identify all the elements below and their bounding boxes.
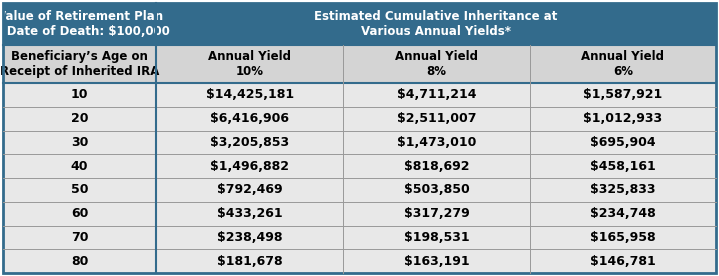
Text: $4,711,214: $4,711,214	[397, 88, 476, 101]
Bar	[156, 3, 716, 45]
Text: $458,161: $458,161	[590, 160, 656, 172]
Text: $234,748: $234,748	[590, 207, 656, 220]
Text: $165,958: $165,958	[590, 231, 656, 244]
Text: $198,531: $198,531	[403, 231, 470, 244]
Bar	[3, 225, 156, 249]
Text: $433,261: $433,261	[217, 207, 283, 220]
Bar	[343, 249, 530, 273]
Bar	[3, 45, 156, 83]
Bar	[3, 178, 156, 202]
Bar	[156, 107, 343, 131]
Text: $2,511,007: $2,511,007	[397, 112, 476, 125]
Bar	[156, 154, 343, 178]
Text: $1,587,921: $1,587,921	[583, 88, 663, 101]
Bar	[343, 154, 530, 178]
Text: $317,279: $317,279	[403, 207, 470, 220]
Bar	[530, 154, 716, 178]
Text: $3,205,853: $3,205,853	[210, 136, 289, 149]
Bar	[156, 83, 343, 107]
Text: $818,692: $818,692	[404, 160, 470, 172]
Bar	[530, 225, 716, 249]
Bar	[343, 225, 530, 249]
Bar	[3, 154, 156, 178]
Text: 60: 60	[71, 207, 88, 220]
Text: $325,833: $325,833	[590, 183, 656, 197]
Text: $181,678: $181,678	[217, 255, 283, 268]
Bar	[343, 202, 530, 225]
Bar	[156, 249, 343, 273]
Bar	[343, 107, 530, 131]
Bar	[3, 131, 156, 154]
Text: $1,496,882: $1,496,882	[210, 160, 289, 172]
Bar	[3, 107, 156, 131]
Text: 50: 50	[71, 183, 88, 197]
Text: $238,498: $238,498	[217, 231, 283, 244]
Text: 80: 80	[71, 255, 88, 268]
Text: 30: 30	[71, 136, 88, 149]
Text: $1,012,933: $1,012,933	[583, 112, 662, 125]
Bar	[3, 3, 156, 45]
Text: Annual Yield
6%: Annual Yield 6%	[582, 50, 664, 78]
Bar	[156, 225, 343, 249]
Bar	[156, 178, 343, 202]
Text: 40: 40	[71, 160, 88, 172]
Bar	[156, 131, 343, 154]
Text: $695,904: $695,904	[590, 136, 656, 149]
Bar	[530, 83, 716, 107]
Bar	[530, 202, 716, 225]
Bar	[343, 131, 530, 154]
Bar	[530, 178, 716, 202]
Bar	[156, 45, 343, 83]
Text: $146,781: $146,781	[590, 255, 656, 268]
Bar	[530, 45, 716, 83]
Bar	[343, 83, 530, 107]
Bar	[3, 83, 156, 107]
Bar	[3, 202, 156, 225]
Text: $503,850: $503,850	[403, 183, 470, 197]
Bar	[530, 131, 716, 154]
Text: Beneficiary’s Age on
Receipt of Inherited IRA: Beneficiary’s Age on Receipt of Inherite…	[0, 50, 160, 78]
Text: $6,416,906: $6,416,906	[210, 112, 289, 125]
Text: $14,425,181: $14,425,181	[206, 88, 294, 101]
Text: $792,469: $792,469	[217, 183, 283, 197]
Text: Estimated Cumulative Inheritance at
Various Annual Yields*: Estimated Cumulative Inheritance at Vari…	[314, 10, 558, 38]
Bar	[156, 202, 343, 225]
Text: $1,473,010: $1,473,010	[397, 136, 476, 149]
Text: 20: 20	[71, 112, 88, 125]
Text: $163,191: $163,191	[403, 255, 470, 268]
Text: 70: 70	[71, 231, 88, 244]
Bar	[3, 249, 156, 273]
Text: Annual Yield
10%: Annual Yield 10%	[209, 50, 291, 78]
Bar	[343, 178, 530, 202]
Bar	[530, 249, 716, 273]
Bar	[343, 45, 530, 83]
Bar	[530, 107, 716, 131]
Text: Annual Yield
8%: Annual Yield 8%	[395, 50, 478, 78]
Text: Value of Retirement Plan
at Date of Death: $100,000: Value of Retirement Plan at Date of Deat…	[0, 10, 170, 38]
Text: 10: 10	[71, 88, 88, 101]
